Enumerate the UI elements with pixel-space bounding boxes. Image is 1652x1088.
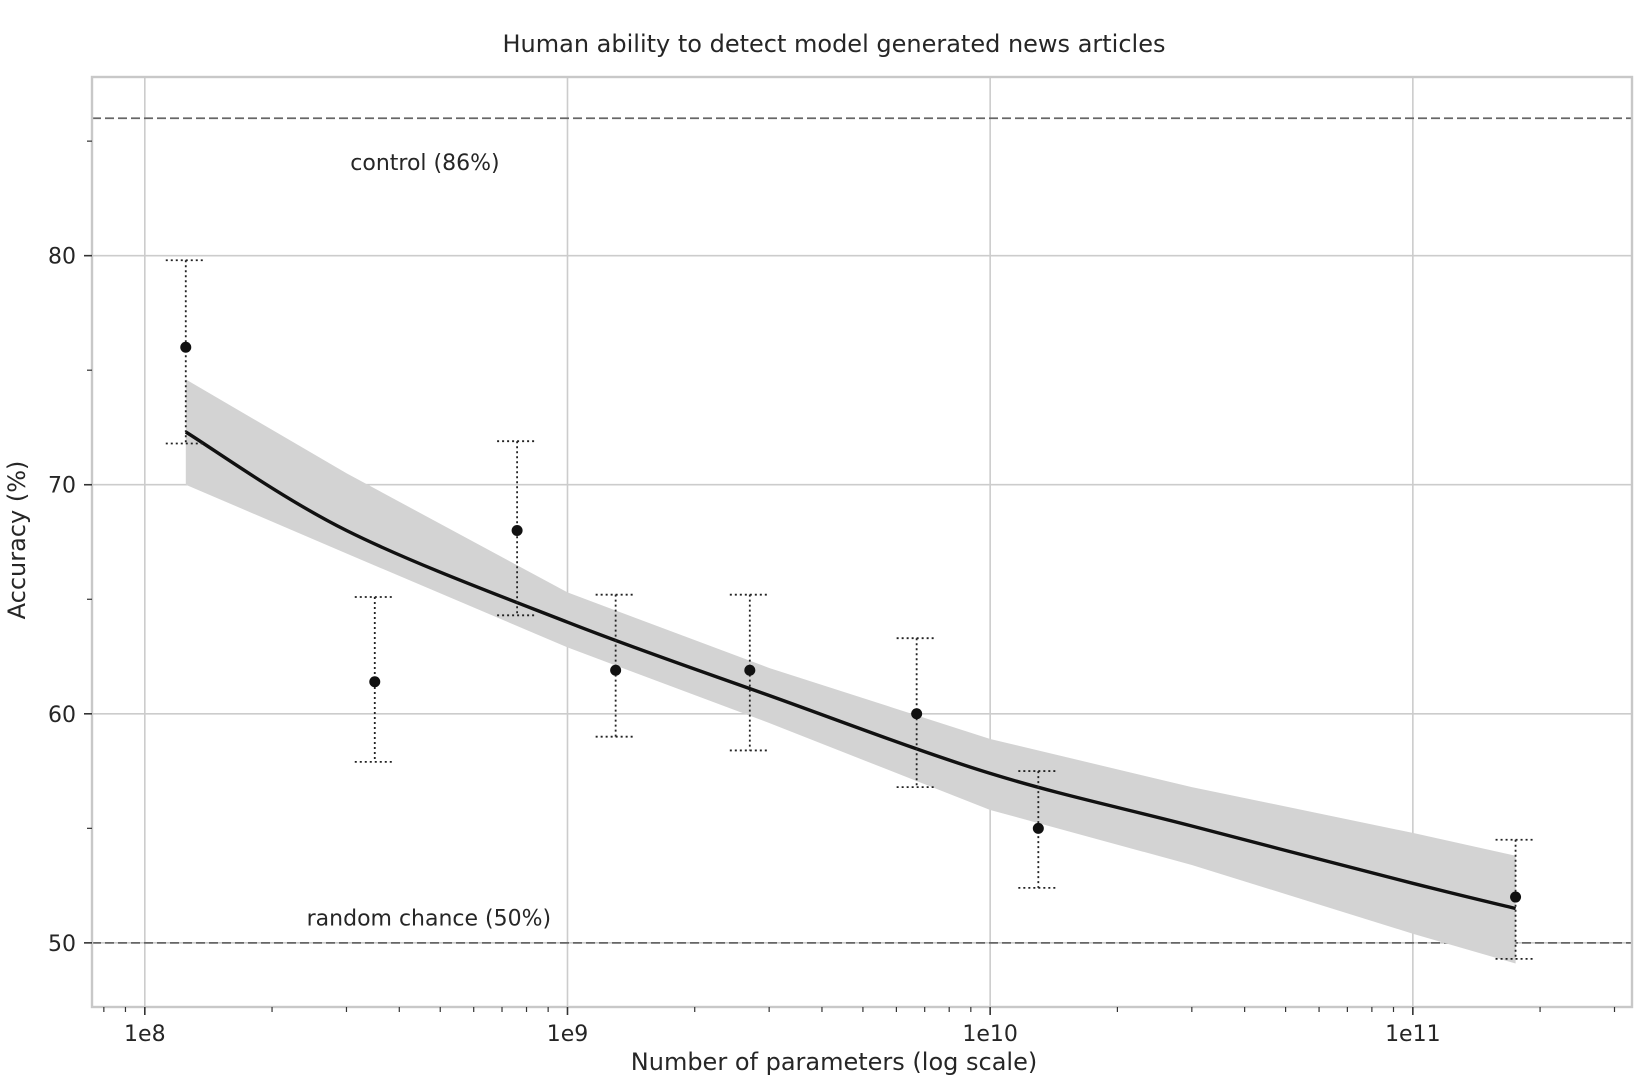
reference-line-label: control (86%) <box>350 151 499 176</box>
x-tick-label: 1e8 <box>124 1022 166 1047</box>
x-tick-label: 1e9 <box>547 1022 589 1047</box>
data-point-group <box>595 593 636 738</box>
plot-frame <box>90 75 1634 1009</box>
data-point-group <box>896 637 937 788</box>
y-axis-label: Accuracy (%) <box>3 461 31 620</box>
data-point <box>180 341 192 353</box>
x-tick-label: 1e10 <box>962 1022 1018 1047</box>
data-point-group <box>729 593 770 752</box>
data-point <box>1510 891 1522 903</box>
data-point <box>610 664 622 676</box>
fit-confidence-band <box>185 379 1516 964</box>
fit-line <box>184 430 1517 911</box>
data-point <box>744 664 756 676</box>
data-point-group <box>1018 770 1059 889</box>
data-point-group <box>497 440 538 617</box>
data-point-group <box>165 259 206 445</box>
data-point <box>369 676 381 688</box>
x-axis-label: Number of parameters (log scale) <box>631 1048 1037 1076</box>
data-point <box>911 708 923 720</box>
chart-title: Human ability to detect model generated … <box>503 30 1166 58</box>
y-tick-label: 50 <box>48 932 76 957</box>
data-point-group <box>1495 838 1536 960</box>
y-tick-label: 80 <box>48 245 76 270</box>
plot-area: control (86%) random chance (50%) 1e8 1e9 1e… <box>48 75 1634 1047</box>
data-point-group <box>354 596 395 763</box>
data-point <box>511 525 523 537</box>
y-tick-label: 60 <box>48 703 76 728</box>
x-tick-label: 1e11 <box>1385 1022 1441 1047</box>
y-tick-label: 70 <box>48 474 76 499</box>
data-point <box>1032 822 1044 834</box>
reference-line-label: random chance (50%) <box>307 907 551 932</box>
